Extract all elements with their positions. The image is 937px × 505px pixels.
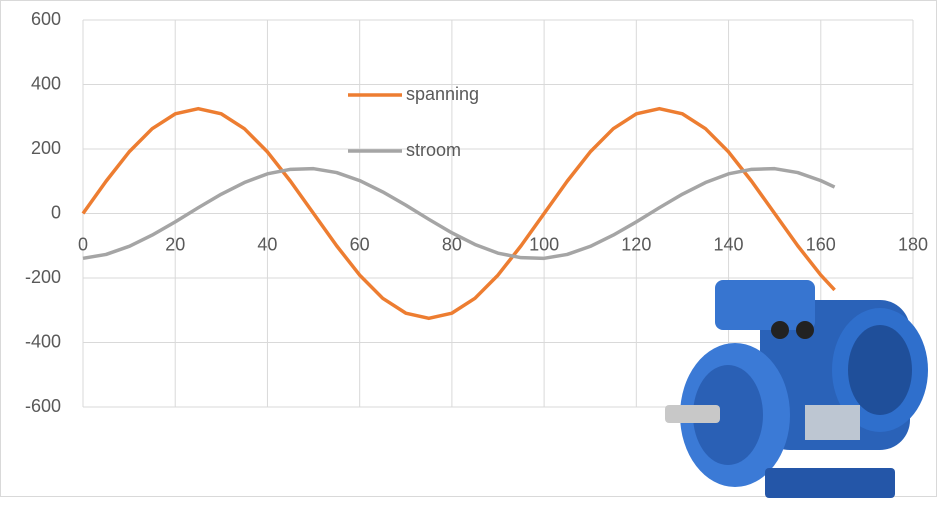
x-tick-label: 160	[806, 234, 836, 254]
legend-label: stroom	[406, 140, 461, 160]
y-tick-label: 400	[31, 73, 61, 93]
x-tick-label: 40	[257, 234, 277, 254]
x-tick-label: 0	[78, 234, 88, 254]
y-tick-label: -400	[25, 331, 61, 351]
y-tick-label: 600	[31, 9, 61, 29]
y-tick-label: 200	[31, 138, 61, 158]
x-tick-label: 120	[621, 234, 651, 254]
x-tick-label: 20	[165, 234, 185, 254]
x-tick-label: 100	[529, 234, 559, 254]
x-tick-label: 180	[898, 234, 928, 254]
y-tick-label: -200	[25, 267, 61, 287]
y-tick-label: -600	[25, 396, 61, 416]
x-tick-label: 140	[714, 234, 744, 254]
chart: -600-400-2000200400600020406080100120140…	[0, 0, 937, 505]
legend-label: spanning	[406, 84, 479, 104]
x-tick-label: 60	[350, 234, 370, 254]
y-tick-label: 0	[51, 202, 61, 222]
